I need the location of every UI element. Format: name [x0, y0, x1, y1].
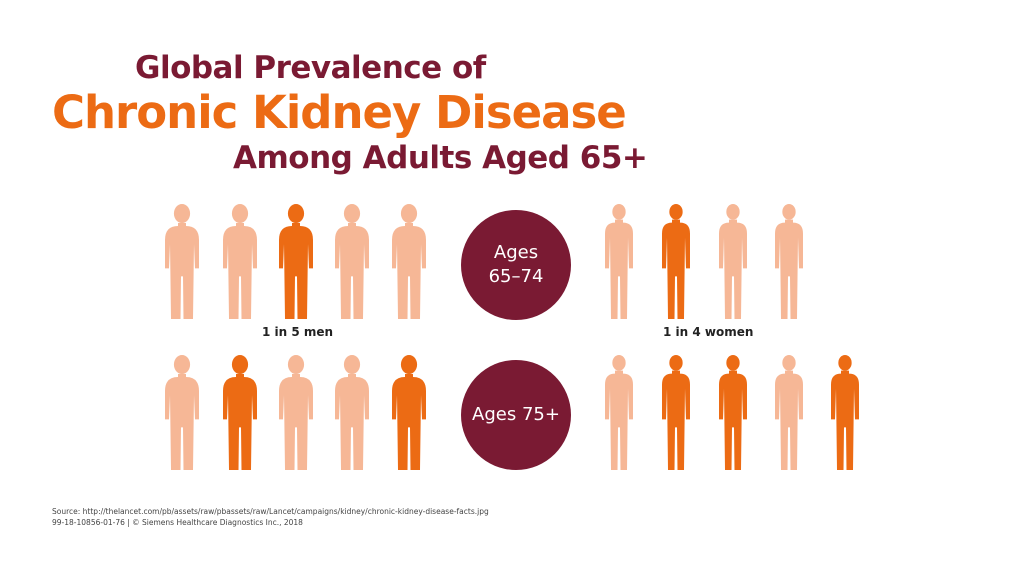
man-figure-row2-1 — [165, 355, 199, 470]
woman-figure-row2-3-highlighted — [719, 355, 747, 470]
footer-source: Source: http://thelancet.com/pb/assets/r… — [52, 507, 489, 516]
badge-ages-65-74: Ages 65–74 — [461, 210, 571, 320]
man-figure-row1-3-highlighted — [279, 204, 313, 319]
title-line-2: Chronic Kidney Disease — [52, 86, 627, 139]
man-figure-row1-2 — [223, 204, 257, 319]
man-figure-row1-1 — [165, 204, 199, 319]
woman-figure-row2-2-highlighted — [662, 355, 690, 470]
woman-figure-row1-4 — [775, 204, 803, 319]
caption-men: 1 in 5 men — [262, 325, 334, 339]
woman-figure-row1-1 — [605, 204, 633, 319]
man-figure-row2-5-highlighted — [392, 355, 426, 470]
woman-figure-row2-4 — [775, 355, 803, 470]
caption-women: 1 in 4 women — [663, 325, 754, 339]
woman-figure-row1-2-highlighted — [662, 204, 690, 319]
man-figure-row1-4 — [335, 204, 369, 319]
woman-figure-row2-1 — [605, 355, 633, 470]
man-figure-row2-4 — [335, 355, 369, 470]
man-figure-row2-2-highlighted — [223, 355, 257, 470]
man-figure-row1-5 — [392, 204, 426, 319]
title-line-3: Among Adults Aged 65+ — [233, 140, 648, 176]
title-line-1: Global Prevalence of — [135, 50, 486, 86]
woman-figure-row2-5-highlighted — [831, 355, 859, 470]
badge-ages-75-plus-label: Ages 75+ — [472, 404, 560, 425]
footer-copyright: 99-18-10856-01-76 | © Siemens Healthcare… — [52, 518, 303, 527]
badge-ages-65-74-line2: 65–74 — [488, 266, 544, 287]
badge-ages-65-74-line1: Ages — [493, 242, 539, 263]
woman-figure-row1-3 — [719, 204, 747, 319]
badge-ages-75-plus: Ages 75+ — [461, 360, 571, 470]
man-figure-row2-3 — [279, 355, 313, 470]
